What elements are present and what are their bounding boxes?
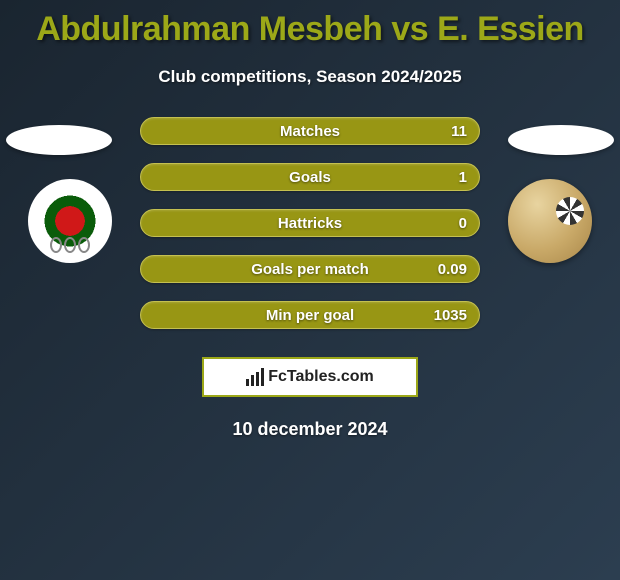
stat-value: 0.09	[438, 261, 467, 278]
stat-value: 1	[459, 169, 467, 186]
stat-row-min-per-goal: Min per goal 1035	[140, 301, 480, 329]
stat-value: 0	[459, 215, 467, 232]
stat-value: 1035	[434, 307, 467, 324]
stat-label: Goals per match	[251, 261, 369, 278]
stat-row-hattricks: Hattricks 0	[140, 209, 480, 237]
stat-value: 11	[451, 123, 467, 140]
subtitle: Club competitions, Season 2024/2025	[0, 67, 620, 87]
stats-list: Matches 11 Goals 1 Hattricks 0 Goals per…	[140, 117, 480, 329]
player-marker-right	[508, 125, 614, 155]
page-title: Abdulrahman Mesbeh vs E. Essien	[0, 0, 620, 49]
crest-rings	[50, 237, 90, 253]
stat-label: Goals	[289, 169, 331, 186]
stat-row-matches: Matches 11	[140, 117, 480, 145]
player-marker-left	[6, 125, 112, 155]
club-crest-left	[28, 179, 112, 263]
comparison-panel: Matches 11 Goals 1 Hattricks 0 Goals per…	[0, 117, 620, 329]
footer-text: FcTables.com	[268, 368, 374, 386]
stat-row-goals-per-match: Goals per match 0.09	[140, 255, 480, 283]
footer-attribution: FcTables.com	[202, 357, 418, 397]
stat-label: Hattricks	[278, 215, 342, 232]
stat-label: Min per goal	[266, 307, 354, 324]
chart-bars-icon	[246, 368, 264, 386]
stat-label: Matches	[280, 123, 340, 140]
date-label: 10 december 2024	[0, 419, 620, 440]
club-crest-right	[508, 179, 592, 263]
stat-row-goals: Goals 1	[140, 163, 480, 191]
